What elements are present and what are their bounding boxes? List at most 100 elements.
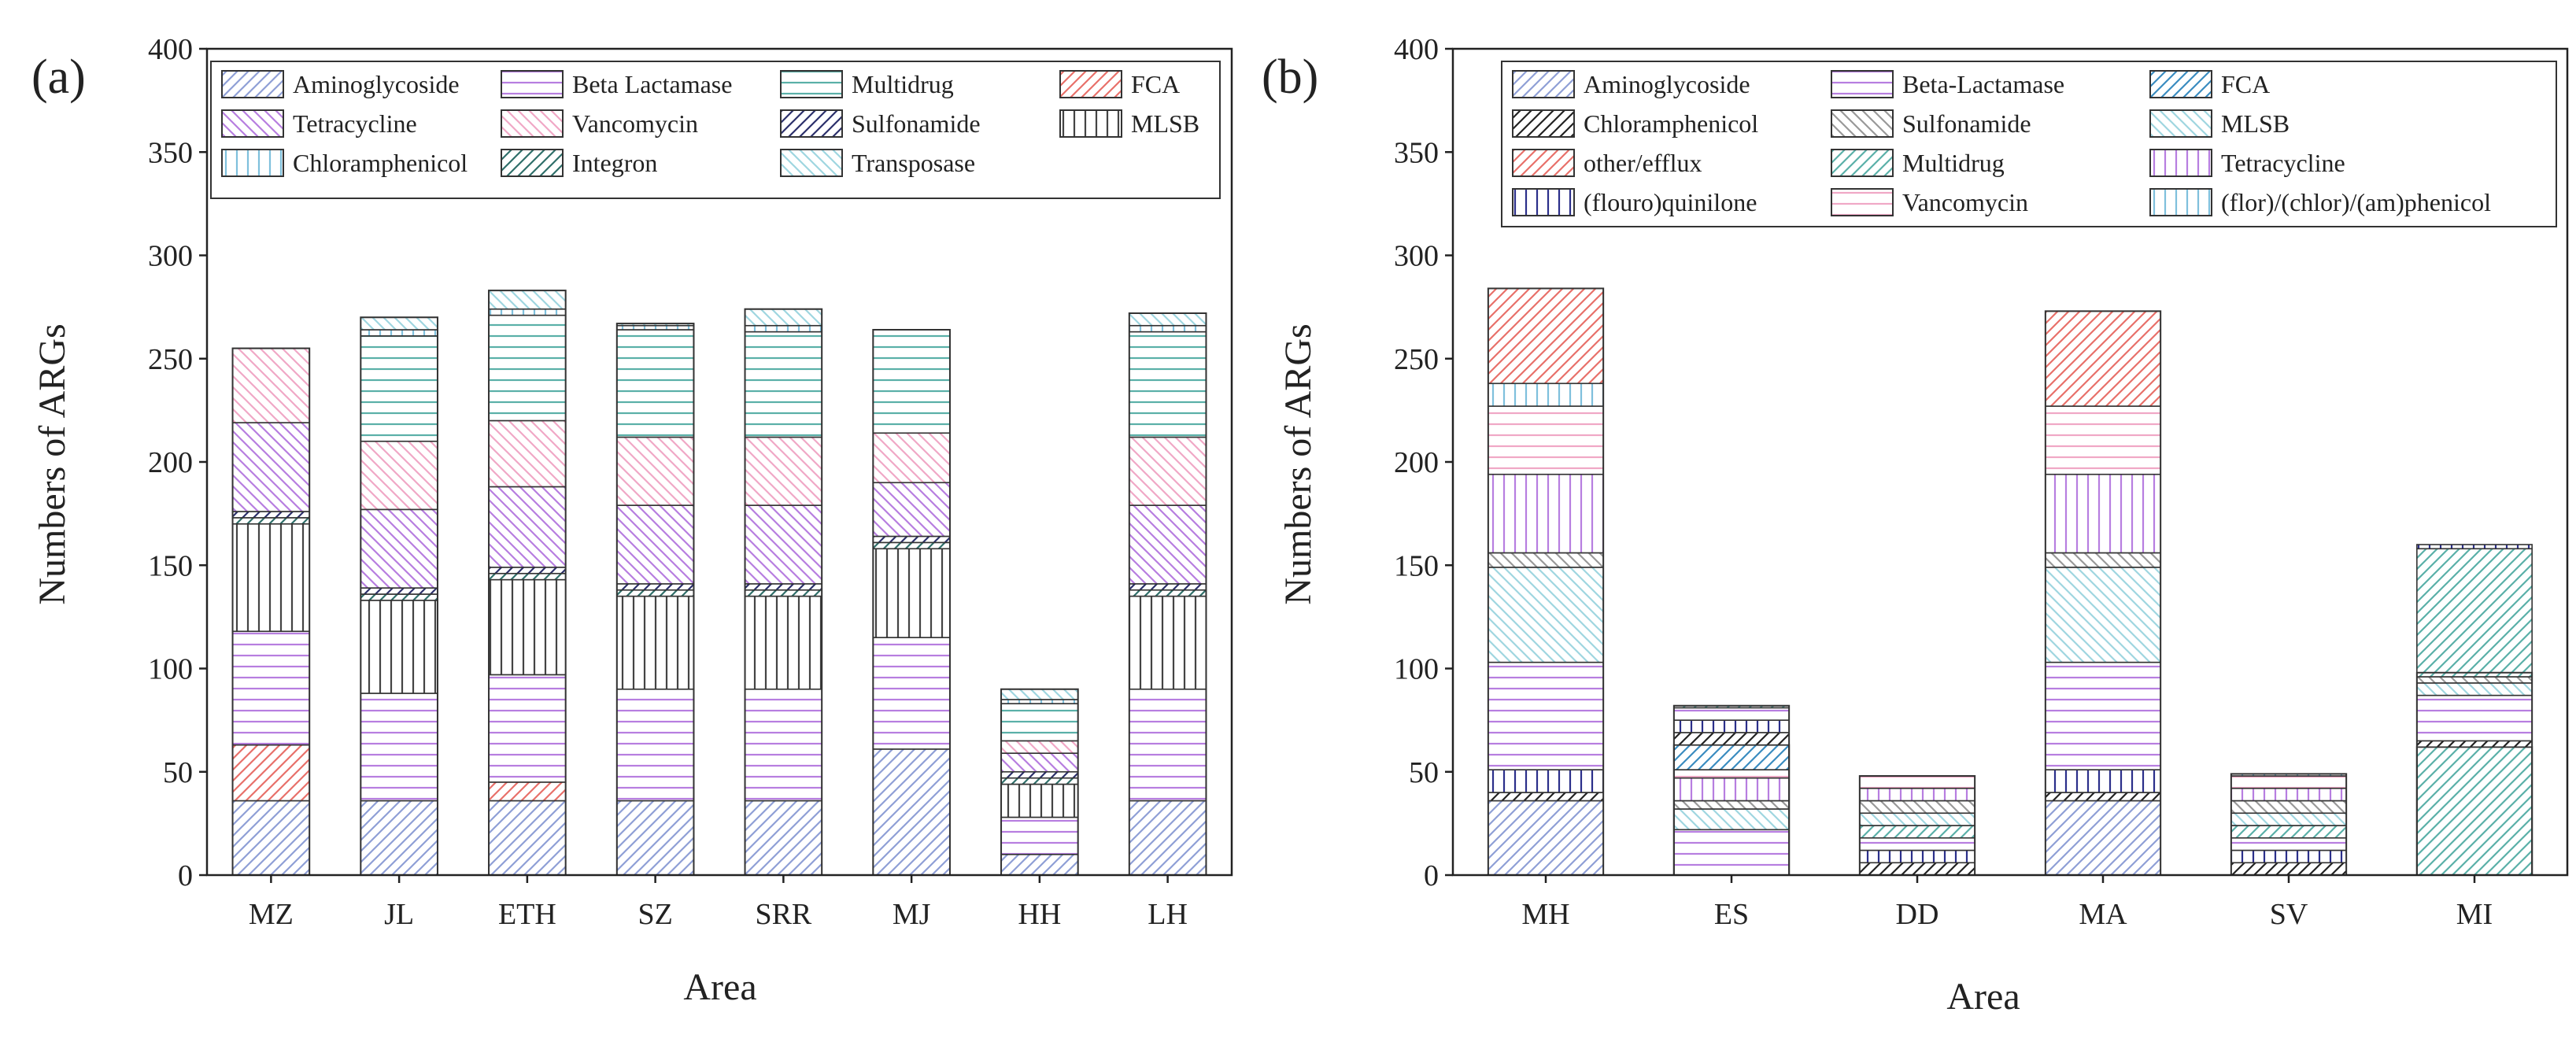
panel-b-legend-swatch-tetracycline xyxy=(2149,149,2212,177)
panel-a-segment-sz-multidrug xyxy=(615,329,695,438)
panel-b-segment-mh-chloramphenicol xyxy=(1488,792,1604,802)
panel-a-segment-jl-beta-lactamase xyxy=(360,693,438,802)
panel-a-segment-lh-mlsb xyxy=(1129,595,1207,690)
panel-a-legend-swatch-sulfonamide xyxy=(780,109,843,138)
panel-b-legend-swatch-other-efflux xyxy=(1512,149,1575,177)
panel-b-legend-item-vancomycin: Vancomycin xyxy=(1831,188,2028,216)
panel-a-segment-mj-integron xyxy=(872,541,951,550)
panel-b-segment-sv-tetracycline xyxy=(2230,787,2347,802)
panel-a-segment-mj-aminoglycoside xyxy=(872,748,951,876)
panel-a-segment-sz-mlsb xyxy=(615,595,695,690)
panel-a-segment-jl-transposase xyxy=(360,316,438,331)
panel-b-x-tick-label-dd: DD xyxy=(1896,898,1939,931)
panel-a-segment-sz-aminoglycoside xyxy=(615,800,695,876)
panel-a-segment-hh-vancomycin xyxy=(1000,740,1079,754)
panel-b-y-axis-label: Numbers of ARGs xyxy=(1277,323,1319,604)
panel-a-axes: 0 50 100 150 200 250 300 350 400 MZ JL ETH SZ SRR MJ HH… xyxy=(148,33,1233,931)
panel-b-y-tick-label: 0 xyxy=(1424,859,1439,892)
panel-a-segment-eth-multidrug xyxy=(488,314,567,422)
panel-a-y-tick-label: 150 xyxy=(148,549,193,582)
panel-b-y-tick-label: 300 xyxy=(1394,240,1439,273)
panel-a-segment-jl-sulfonamide xyxy=(360,587,438,595)
panel-a-segment-hh-mlsb xyxy=(1000,783,1079,818)
panel-a-legend-item-fca: FCA xyxy=(1059,70,1180,98)
panel-a-segment-srr-sulfonamide xyxy=(744,583,822,591)
panel-a-x-tick-label-jl: JL xyxy=(384,898,414,931)
panel-a-segment-jl-aminoglycoside xyxy=(360,800,438,876)
panel-b-legend-label-other-efflux: other/efflux xyxy=(1584,149,1702,177)
panel-b-segment-sv-sulfonamide xyxy=(2230,800,2347,815)
panel-a-segment-eth-fca xyxy=(488,781,567,802)
panel-a-segment-srr-mlsb xyxy=(744,595,822,690)
panel-a-segment-mz-aminoglycoside xyxy=(231,800,310,876)
panel-b-legend-label-multidrug: Multidrug xyxy=(1902,149,2005,177)
panel-a-segment-lh-multidrug xyxy=(1129,331,1207,438)
panel-a-bar-mz xyxy=(231,347,311,876)
panel-a-legend-label-mlsb: MLSB xyxy=(1131,109,1199,138)
panel-b-segment-dd-beta-lactamase xyxy=(1859,837,1975,851)
panel-a-segment-srr-integron xyxy=(744,589,822,597)
panel-b-segment-mh-tetracycline xyxy=(1488,473,1604,554)
panel-b-segment-ma-chloramphenicol xyxy=(2045,792,2161,802)
panel-b-bar-mh xyxy=(1487,287,1605,876)
panel-b-segment-mi-multidrug xyxy=(2416,548,2533,678)
panel-a-segment-eth-sulfonamide xyxy=(488,567,567,574)
panel-b-segment-mi-flouro-quinilone xyxy=(2416,544,2533,550)
panel-a-segment-sz-vancomycin xyxy=(615,436,695,506)
panel-a-segment-mz-mlsb xyxy=(231,523,310,633)
panel-a-legend-swatch-integron xyxy=(501,149,564,177)
panel-a-segment-mj-beta-lactamase xyxy=(872,637,951,750)
panel-b-bar-mi xyxy=(2415,746,2533,876)
panel-a-segment-mz-beta-lactamase xyxy=(231,630,310,746)
panel-b-legend-swatch-beta-lactamase xyxy=(1831,70,1894,98)
panel-b-segment-es-beta-lactamase xyxy=(1673,829,1790,876)
panel-a-y-tick-label: 300 xyxy=(148,240,193,273)
panel-a-segment-mz-integron xyxy=(231,517,310,525)
panel-a-segment-hh-sulfonamide xyxy=(1000,770,1079,779)
panel-b-segment-mh-sulfonamide xyxy=(1488,552,1604,568)
panel-a-segment-eth-integron xyxy=(488,572,567,581)
panel-b-legend-swatch-chloramphenicol xyxy=(1512,109,1575,138)
panel-a-segment-lh-tetracycline xyxy=(1129,504,1207,585)
panel-a-legend-swatch-transposase xyxy=(780,149,843,177)
panel-a-segment-mz-fca xyxy=(231,744,310,802)
panel-b-legend-swatch-mlsb xyxy=(2149,109,2212,138)
panel-a-segment-eth-transposase xyxy=(488,290,567,310)
panel-b-segment-mh-other-efflux xyxy=(1488,287,1604,385)
panel-a-legend-item-tetracycline: Tetracycline xyxy=(221,109,417,138)
panel-a-legend-swatch-multidrug xyxy=(780,70,843,98)
panel-a-segment-srr-beta-lactamase xyxy=(744,688,822,802)
panel-a-legend-label-fca: FCA xyxy=(1131,70,1180,98)
panel-b-bar-ma xyxy=(2044,310,2162,876)
panel-b-segment-es-tetracycline xyxy=(1673,777,1790,802)
panel-b-segment-ma-aminoglycoside xyxy=(2045,800,2161,876)
panel-a-segment-mj-tetracycline xyxy=(872,482,951,537)
panel-a-legend-item-mlsb: MLSB xyxy=(1059,109,1199,138)
panel-b-segment-sv-beta-lactamase xyxy=(2230,837,2347,851)
panel-b-legend-item-sulfonamide: Sulfonamide xyxy=(1831,109,2031,138)
panel-b-segment-mi-sulfonamide xyxy=(2416,676,2533,684)
panel-b-segment-dd-tetracycline xyxy=(1859,787,1975,802)
panel-b-segment-es-fca xyxy=(1673,744,1790,770)
panel-b-bars xyxy=(1487,287,2533,876)
panel-a-segment-lh-sulfonamide xyxy=(1129,583,1207,591)
panel-a-x-tick-label-sz: SZ xyxy=(638,898,672,931)
panel-a-segment-mj-sulfonamide xyxy=(872,535,951,544)
panel-b-segment-dd-sulfonamide xyxy=(1859,800,1975,815)
panel-a-legend-label-vancomycin: Vancomycin xyxy=(572,109,698,138)
panel-b-x-axis-label: Area xyxy=(1946,976,2020,1018)
panel-a-segment-mz-vancomycin xyxy=(231,347,310,423)
panel-b-bar-es xyxy=(1672,744,1791,876)
panel-b-legend-label-flor-chlor-am-phenicol: (flor)/(chlor)/(am)phenicol xyxy=(2221,188,2491,216)
panel-b-legend-item-aminoglycoside: Aminoglycoside xyxy=(1512,70,1750,98)
panel-a-legend-item-integron: Integron xyxy=(501,149,657,177)
panel-a-segment-sz-sulfonamide xyxy=(615,583,695,591)
panel-a-bar-srr xyxy=(744,308,823,876)
panel-a-x-tick-label-mz: MZ xyxy=(249,898,294,931)
panel-a-segment-hh-beta-lactamase xyxy=(1000,816,1079,855)
panel-b-segment-mh-beta-lactamase xyxy=(1488,661,1604,770)
panel-a-segment-srr-transposase xyxy=(744,308,822,327)
panel-b-legend-label-flouro-quinilone: (flouro)quinilone xyxy=(1584,188,1757,216)
panel-b-legend-label-beta-lactamase: Beta-Lactamase xyxy=(1902,70,2064,98)
